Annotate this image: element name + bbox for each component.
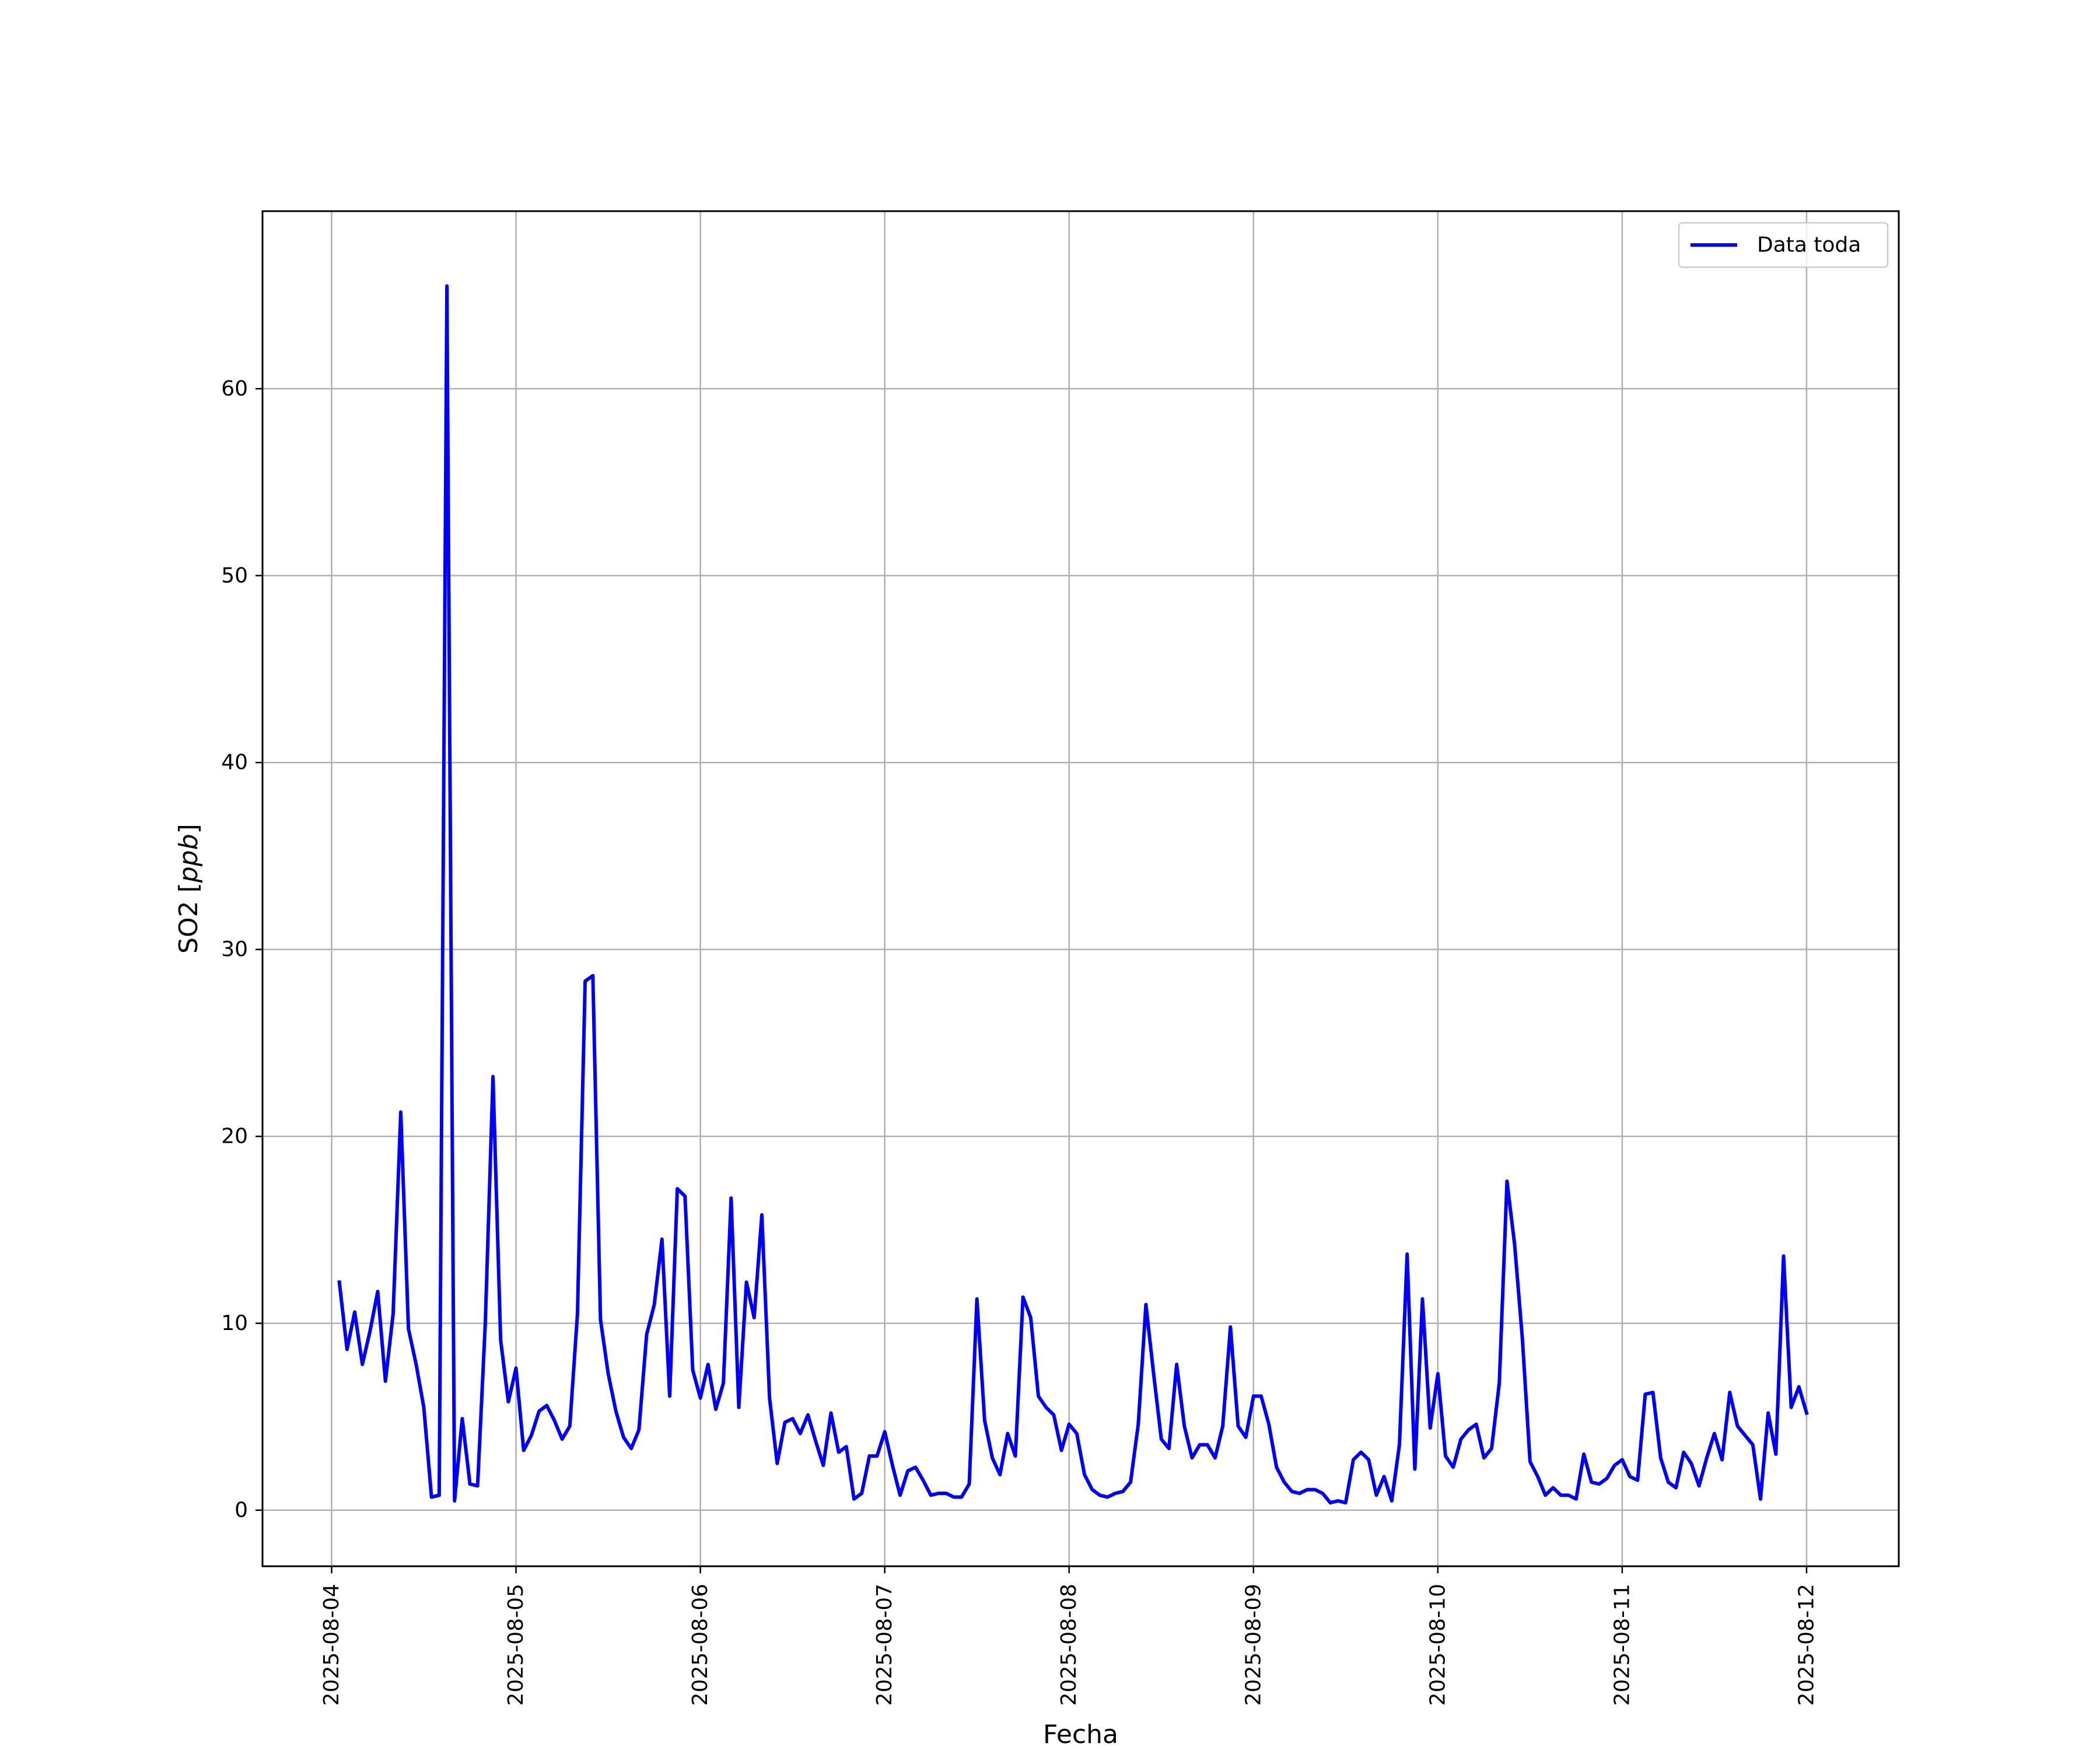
- plot-frame: [261, 210, 1900, 1567]
- tick-label-x-2025-08-11: 2025-08-11: [1610, 1584, 1634, 1706]
- tick-label-y-40: 40: [221, 751, 248, 775]
- tick-label-y-30: 30: [221, 937, 248, 961]
- tick-label-y-20: 20: [221, 1125, 248, 1149]
- legend-box: [1678, 222, 1889, 268]
- tick-label-x-2025-08-06: 2025-08-06: [688, 1584, 712, 1706]
- y-axis-label-suffix: ]: [174, 824, 204, 834]
- tick-label-x-2025-08-05: 2025-08-05: [504, 1584, 528, 1706]
- y-axis-ticks: 0 10 20 30 40 50 60: [221, 377, 262, 1522]
- tick-label-y-60: 60: [221, 377, 248, 401]
- series-layer: [337, 284, 1809, 1505]
- tick-label-x-2025-08-09: 2025-08-09: [1241, 1584, 1265, 1706]
- legend: Data toda: [1678, 222, 1889, 268]
- tick-label-x-2025-08-12: 2025-08-12: [1794, 1584, 1818, 1706]
- y-axis-label-unit: ppb: [174, 834, 204, 883]
- tick-label-x-2025-08-08: 2025-08-08: [1057, 1584, 1081, 1706]
- tick-label-x-2025-08-10: 2025-08-10: [1426, 1584, 1450, 1706]
- series-line-data-toda: [337, 284, 1809, 1505]
- tick-label-x-2025-08-07: 2025-08-07: [873, 1584, 897, 1706]
- tick-label-y-0: 0: [235, 1498, 248, 1522]
- x-axis-label: Fecha: [1043, 1720, 1118, 1749]
- x-axis-ticks: 2025-08-04 2025-08-05 2025-08-06 2025-08-07…: [320, 1566, 1818, 1706]
- tick-label-x-2025-08-04: 2025-08-04: [320, 1584, 344, 1706]
- legend-label-data-toda: Data toda: [1757, 233, 1861, 257]
- vertical-gridlines: [331, 211, 1808, 1566]
- tick-label-y-50: 50: [221, 564, 248, 587]
- tick-label-y-10: 10: [221, 1311, 248, 1335]
- y-axis-label: SO2 [ppb]: [174, 824, 204, 954]
- y-axis-label-prefix: SO2 [: [174, 883, 204, 954]
- horizontal-gridlines: [262, 388, 1899, 1511]
